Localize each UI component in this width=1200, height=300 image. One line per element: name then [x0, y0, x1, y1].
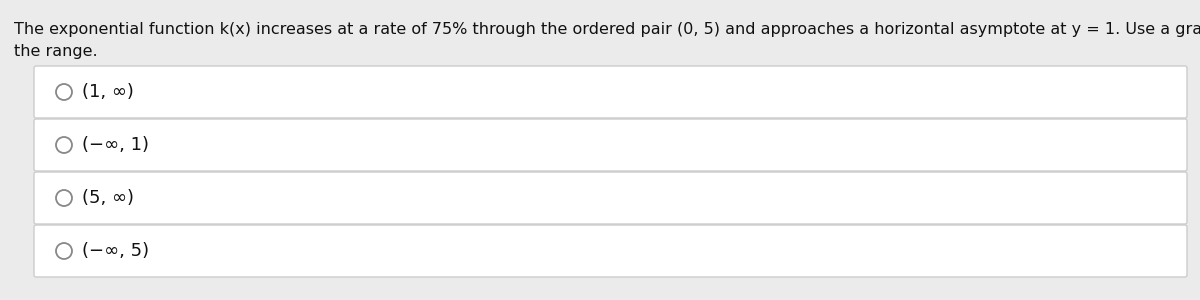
Circle shape: [56, 190, 72, 206]
FancyBboxPatch shape: [34, 66, 1187, 118]
Text: The exponential function k(x) increases at a rate of 75% through the ordered pai: The exponential function k(x) increases …: [14, 22, 1200, 58]
Circle shape: [56, 243, 72, 259]
FancyBboxPatch shape: [34, 225, 1187, 277]
Circle shape: [56, 84, 72, 100]
Text: (5, ∞): (5, ∞): [82, 189, 134, 207]
Text: (1, ∞): (1, ∞): [82, 83, 134, 101]
Text: (−∞, 5): (−∞, 5): [82, 242, 149, 260]
Circle shape: [56, 137, 72, 153]
Text: (−∞, 1): (−∞, 1): [82, 136, 149, 154]
FancyBboxPatch shape: [34, 172, 1187, 224]
FancyBboxPatch shape: [34, 119, 1187, 171]
